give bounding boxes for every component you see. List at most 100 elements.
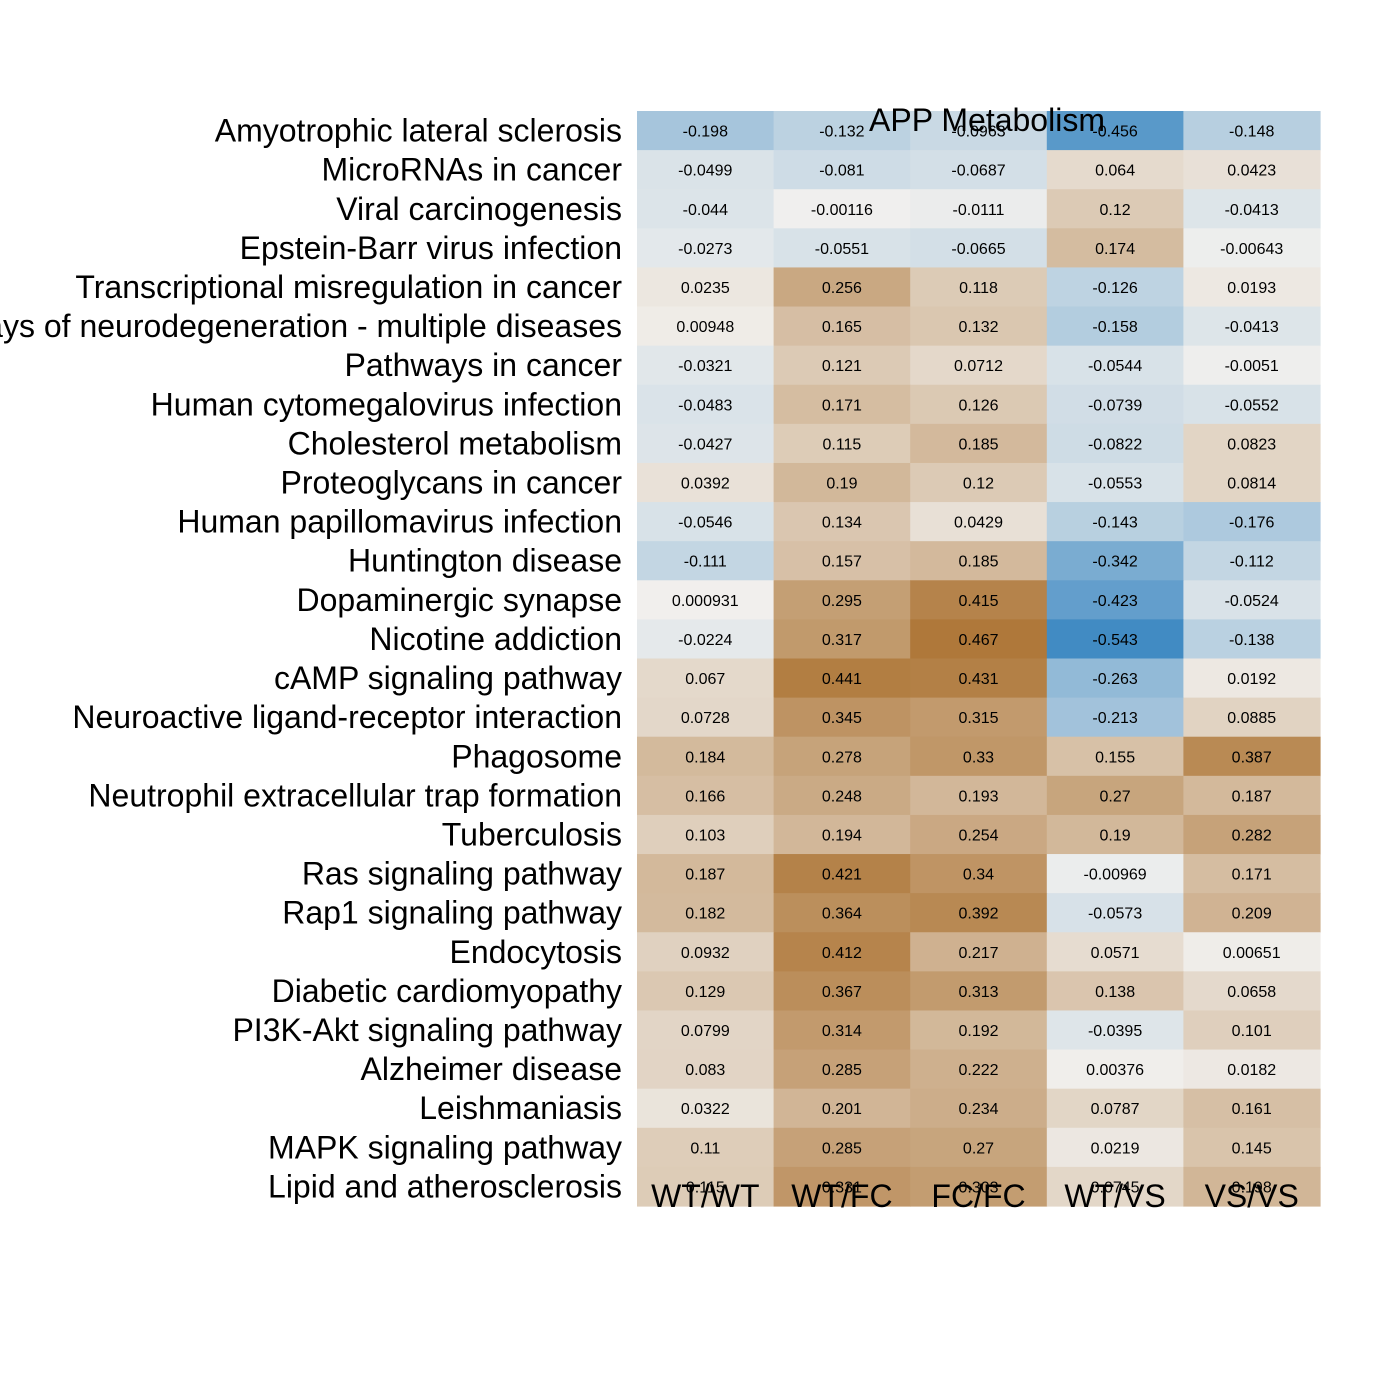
cell-value-label: 0.317	[822, 632, 862, 649]
heatmap-cell	[1046, 150, 1184, 190]
cell-value-label: -0.0524	[1225, 593, 1279, 610]
heatmap-cell	[910, 580, 1048, 620]
heatmap-cell	[910, 111, 1048, 151]
row-label: Rap1 signaling pathway	[282, 895, 622, 931]
heatmap-cell	[910, 150, 1048, 190]
cell-value-label: -0.176	[1229, 515, 1274, 532]
heatmap-cell	[1046, 1010, 1184, 1051]
heatmap-cell	[773, 736, 911, 777]
heatmap-cell	[1046, 893, 1184, 933]
heatmap-cell	[637, 267, 775, 308]
heatmap-cell	[637, 854, 775, 894]
cell-value-label: -0.342	[1092, 554, 1137, 571]
heatmap-cell	[1046, 1127, 1184, 1168]
heatmap-cell	[1183, 384, 1321, 425]
heatmap-cell	[910, 267, 1048, 308]
cell-value-label: 0.421	[822, 867, 862, 884]
heatmap-cell	[773, 267, 911, 308]
cell-value-label: -0.0544	[1088, 358, 1142, 375]
heatmap-cell	[637, 502, 775, 542]
cell-value-label: 0.083	[685, 1062, 725, 1079]
heatmap-cell	[637, 228, 775, 269]
heatmap-cell	[773, 814, 911, 855]
heatmap-cell	[637, 150, 775, 190]
column-label: FC/FC	[931, 1178, 1025, 1214]
cell-value-label: 0.067	[685, 671, 725, 688]
cell-value-label: 0.00376	[1086, 1062, 1144, 1079]
cell-value-label: 0.00948	[676, 319, 734, 336]
heatmap-cell	[1183, 971, 1321, 1012]
cell-value-label: 0.467	[958, 632, 998, 649]
heatmap-cell	[773, 423, 911, 464]
heatmap-cell	[773, 189, 911, 229]
heatmap-cell	[637, 189, 775, 229]
cell-value-label: 0.185	[958, 436, 998, 453]
cell-value-label: 0.392	[958, 906, 998, 923]
heatmap-cell	[773, 854, 911, 894]
row-label: Human papillomavirus infection	[177, 504, 622, 540]
cell-value-label: 0.217	[958, 945, 998, 962]
cell-value-label: -0.0413	[1225, 319, 1279, 336]
cell-value-label: 0.19	[826, 476, 857, 493]
column-label: WT/WT	[651, 1178, 759, 1214]
cell-value-label: 0.194	[822, 828, 862, 845]
cell-value-label: 0.185	[958, 554, 998, 571]
heatmap-cell	[1183, 111, 1321, 151]
row-label: MicroRNAs in cancer	[321, 152, 622, 188]
row-label: Amyotrophic lateral sclerosis	[215, 113, 622, 149]
heatmap-cell	[1046, 814, 1184, 855]
row-label: Huntington disease	[348, 543, 622, 579]
cell-value-label: -0.0224	[678, 632, 732, 649]
heatmap-cell	[1183, 345, 1321, 386]
cell-value-label: 0.0182	[1227, 1062, 1276, 1079]
cell-value-label: 0.115	[686, 1179, 725, 1196]
heatmap-cell	[1183, 814, 1321, 855]
heatmap-cell	[1046, 658, 1184, 699]
cell-value-label: -0.0546	[678, 515, 732, 532]
heatmap-cell	[1046, 267, 1184, 308]
cell-value-label: 0.0429	[954, 515, 1003, 532]
cell-value-label: -0.0321	[678, 358, 732, 375]
cell-value-label: -0.00969	[1084, 867, 1147, 884]
heatmap-cell	[773, 462, 911, 503]
heatmap-cell	[1046, 228, 1184, 269]
cell-value-label: 0.0322	[681, 1101, 730, 1118]
heatmap-cell	[637, 345, 775, 386]
heatmap-cell	[637, 658, 775, 699]
heatmap-cell	[637, 1049, 775, 1090]
cell-value-label: 0.155	[1095, 749, 1135, 766]
heatmap-cell	[637, 111, 775, 151]
heatmap-cell	[1046, 384, 1184, 425]
cell-value-label: -0.0552	[1225, 397, 1279, 414]
heatmap-cell	[1046, 189, 1184, 229]
cell-value-label: 0.184	[685, 749, 725, 766]
cell-value-label: 0.132	[958, 319, 998, 336]
cell-value-label: -0.0822	[1088, 436, 1142, 453]
cell-value-label: -0.0273	[678, 241, 732, 258]
heatmap-cell	[910, 971, 1048, 1012]
heatmap-cell	[773, 111, 911, 151]
heatmap-cell	[910, 1127, 1048, 1168]
cell-value-label: 0.345	[822, 710, 862, 727]
cell-value-label: -0.0739	[1088, 397, 1142, 414]
heatmap-cell	[773, 384, 911, 425]
heatmap-cell	[773, 1088, 911, 1129]
cell-value-label: 0.431	[958, 671, 998, 688]
cell-value-label: 0.126	[958, 397, 998, 414]
cell-value-label: -0.0687	[951, 163, 1005, 180]
cell-value-label: 0.0712	[954, 358, 1003, 375]
heatmap-cell	[910, 1166, 1048, 1207]
heatmap-cell	[773, 502, 911, 542]
heatmap-cell	[773, 1166, 911, 1207]
heatmap-cell	[1183, 267, 1321, 308]
row-label: Transcriptional misregulation in cancer	[75, 269, 622, 305]
cell-value-label: 0.171	[1232, 867, 1272, 884]
cell-value-label: -0.0553	[1088, 476, 1142, 493]
heatmap-cell	[1046, 1166, 1184, 1207]
row-label: Neutrophil extracellular trap formation	[88, 777, 622, 813]
heatmap-cell	[910, 228, 1048, 269]
heatmap-cell	[1183, 541, 1321, 581]
cell-value-label: 0.0745	[1091, 1179, 1140, 1196]
